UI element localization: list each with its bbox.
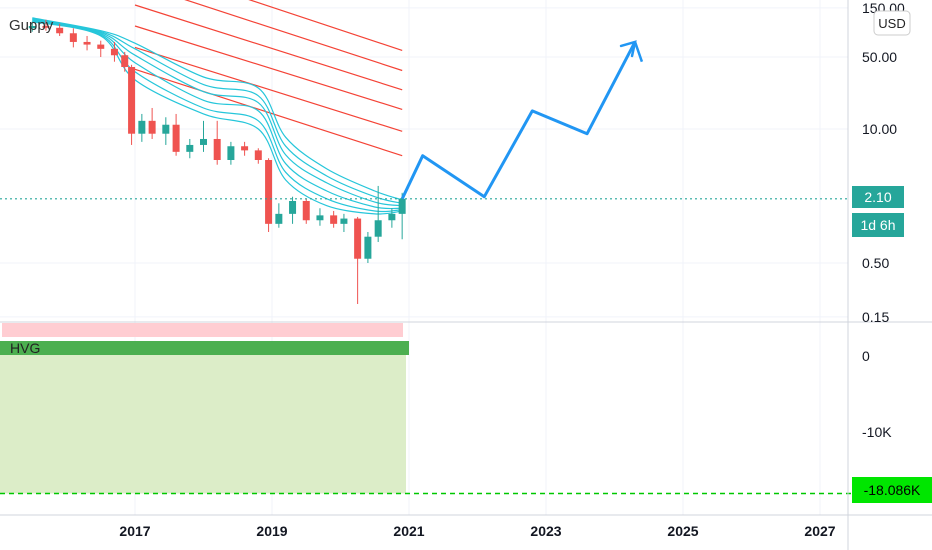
hvg-value-badge-bg bbox=[852, 477, 932, 503]
hvg-indicator-label[interactable]: HVG bbox=[10, 340, 40, 356]
candle-body bbox=[364, 236, 372, 259]
candle-body bbox=[227, 146, 235, 160]
countdown-badge-bg bbox=[852, 213, 904, 237]
candle-body bbox=[28, 25, 36, 29]
guppy-short-ema-line bbox=[32, 21, 403, 215]
candle-body bbox=[316, 215, 324, 221]
x-tick-label: 2023 bbox=[530, 523, 561, 539]
candle-body bbox=[56, 27, 64, 34]
x-tick-label: 2027 bbox=[804, 523, 835, 539]
candle-body bbox=[186, 144, 194, 152]
x-tick-label: 2019 bbox=[256, 523, 287, 539]
projection-arrowhead bbox=[619, 40, 637, 58]
last-price-badge-bg bbox=[852, 186, 904, 208]
candle-body bbox=[275, 213, 283, 224]
guppy-short-ema-line bbox=[32, 18, 403, 207]
projection-line bbox=[400, 41, 637, 200]
candle-body bbox=[265, 160, 273, 224]
guppy-long-ema-line bbox=[134, 46, 403, 132]
candle-body bbox=[254, 150, 262, 160]
candle-body bbox=[83, 41, 91, 45]
candle-body bbox=[200, 138, 207, 145]
candle-body bbox=[97, 44, 105, 49]
candle-body bbox=[289, 200, 297, 214]
candles[interactable] bbox=[28, 19, 406, 304]
hvg-value-badge: -18.086K bbox=[864, 482, 921, 498]
countdown-badge: 1d 6h bbox=[860, 217, 895, 233]
x-tick-label: 2017 bbox=[119, 523, 150, 539]
candle-body bbox=[374, 220, 382, 237]
grid bbox=[0, 0, 932, 515]
candle-body bbox=[110, 48, 118, 56]
guppy-long-ema-line bbox=[248, 0, 403, 51]
hvg-pane bbox=[0, 323, 932, 495]
projection-path bbox=[400, 40, 644, 200]
candle-body bbox=[42, 25, 50, 28]
guppy-long-ema-line bbox=[134, 25, 403, 110]
guppy-short-emas bbox=[32, 17, 403, 215]
guppy-short-ema-line bbox=[32, 20, 403, 213]
candle-body bbox=[398, 198, 406, 214]
candle-body bbox=[138, 120, 146, 134]
guppy-short-ema-line bbox=[32, 19, 403, 210]
guppy-long-emas bbox=[134, 0, 403, 157]
candle-body bbox=[241, 146, 249, 151]
currency-button[interactable]: USD bbox=[878, 16, 905, 31]
hvg-y-tick-label: 0 bbox=[862, 348, 870, 364]
candle-body bbox=[340, 218, 348, 224]
candle-body bbox=[172, 124, 180, 152]
y-tick-label: 0.15 bbox=[862, 309, 889, 325]
last-price-badge: 2.10 bbox=[864, 189, 891, 205]
candle-body bbox=[302, 200, 310, 221]
y-tick-label: 50.00 bbox=[862, 49, 897, 65]
x-tick-label: 2025 bbox=[667, 523, 698, 539]
guppy-indicator-label[interactable]: Guppy bbox=[9, 17, 54, 34]
hvg-positive-band bbox=[2, 323, 403, 337]
projection-arrow-tail bbox=[633, 41, 644, 63]
candle-body bbox=[354, 218, 362, 259]
candle-body bbox=[162, 124, 170, 134]
guppy-long-ema-line bbox=[134, 4, 403, 91]
guppy-long-ema-line bbox=[134, 68, 403, 157]
guppy-short-ema-line bbox=[32, 18, 403, 204]
guppy-short-ema-line bbox=[32, 17, 403, 201]
y-tick-label: 10.00 bbox=[862, 121, 897, 137]
candle-body bbox=[148, 120, 156, 134]
candle-body bbox=[213, 138, 221, 160]
hvg-negative-band bbox=[0, 341, 409, 355]
y-tick-label: 0.50 bbox=[862, 255, 889, 271]
candle-body bbox=[388, 213, 396, 221]
candle-body bbox=[330, 215, 338, 224]
hvg-y-tick-label: -10K bbox=[862, 424, 892, 440]
hvg-area-fill bbox=[0, 355, 406, 494]
candle-body bbox=[128, 66, 136, 134]
candle-body bbox=[69, 33, 77, 42]
currency-button-frame[interactable] bbox=[873, 10, 911, 36]
guppy-long-ema-line bbox=[184, 0, 403, 72]
candle-body bbox=[121, 55, 129, 67]
x-tick-label: 2021 bbox=[393, 523, 424, 539]
